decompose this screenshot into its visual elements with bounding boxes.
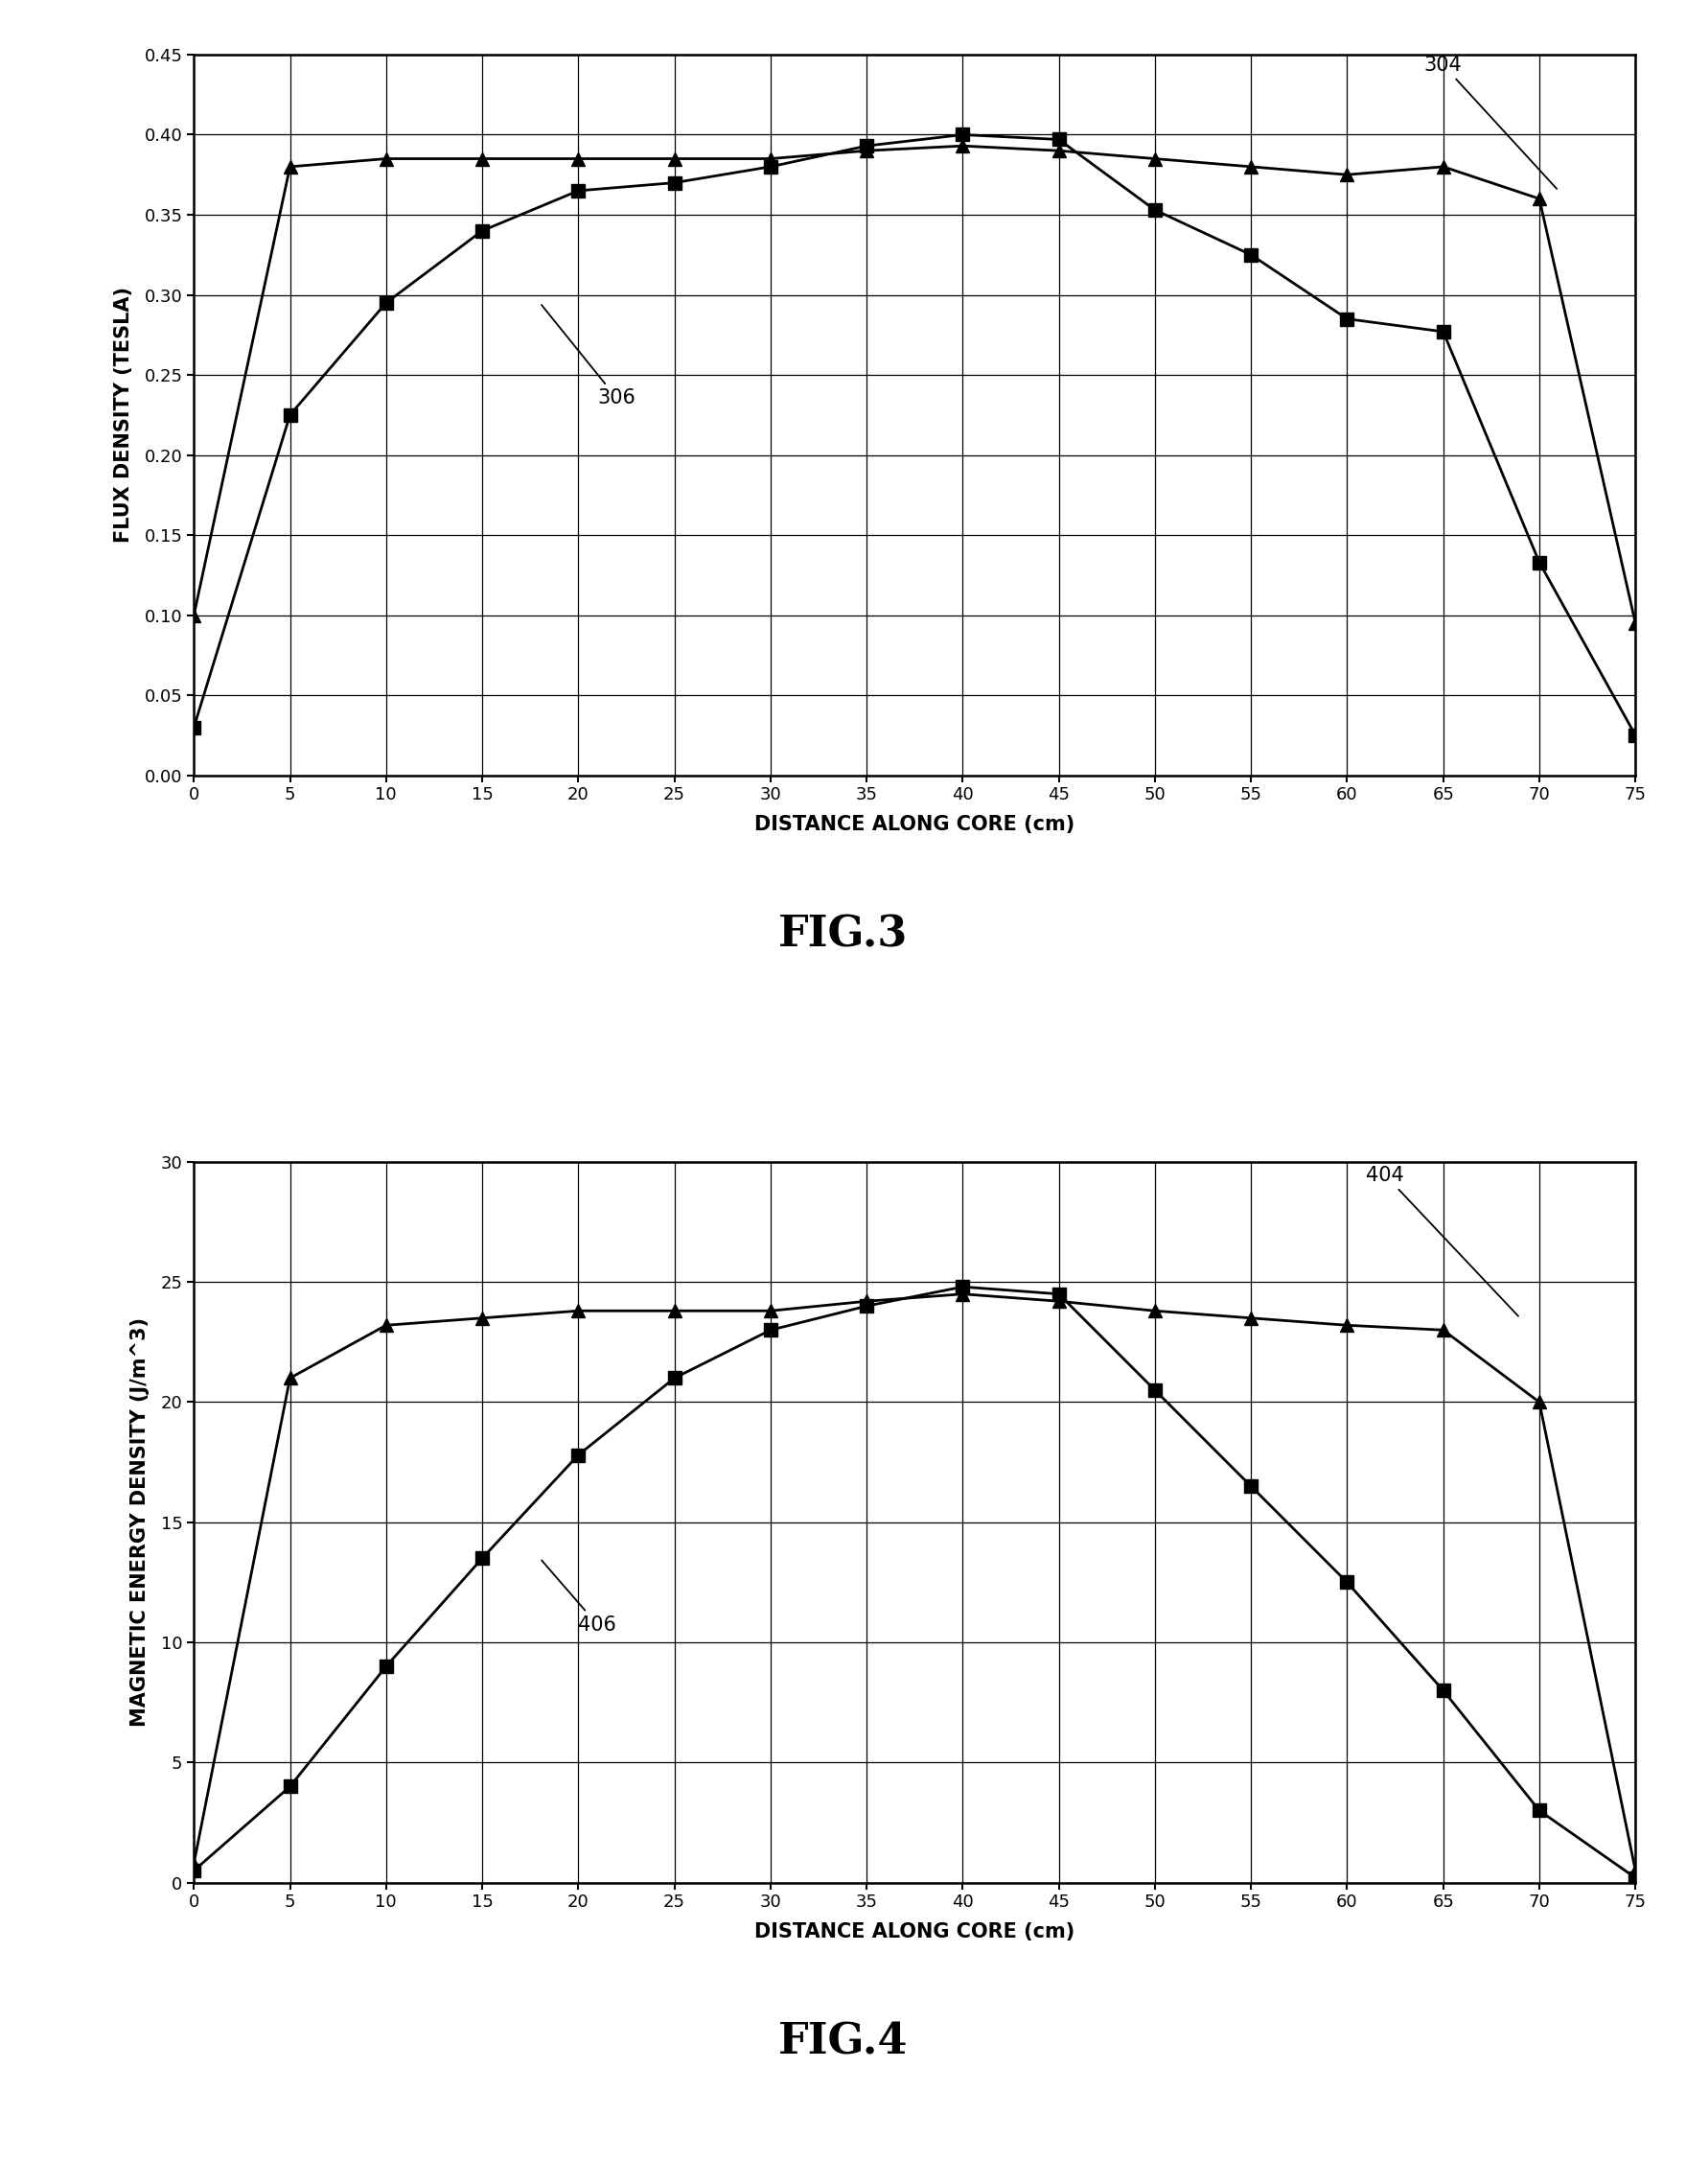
X-axis label: DISTANCE ALONG CORE (cm): DISTANCE ALONG CORE (cm) — [754, 815, 1076, 834]
Text: 406: 406 — [541, 1559, 617, 1634]
Y-axis label: FLUX DENSITY (TESLA): FLUX DENSITY (TESLA) — [115, 286, 133, 544]
Text: 306: 306 — [541, 306, 636, 408]
Text: 404: 404 — [1366, 1166, 1519, 1317]
Text: FIG.3: FIG.3 — [779, 915, 907, 954]
Text: 304: 304 — [1425, 55, 1556, 188]
Y-axis label: MAGNETIC ENERGY DENSITY (J/m^3): MAGNETIC ENERGY DENSITY (J/m^3) — [132, 1317, 150, 1728]
X-axis label: DISTANCE ALONG CORE (cm): DISTANCE ALONG CORE (cm) — [754, 1922, 1076, 1942]
Text: FIG.4: FIG.4 — [777, 2022, 909, 2062]
